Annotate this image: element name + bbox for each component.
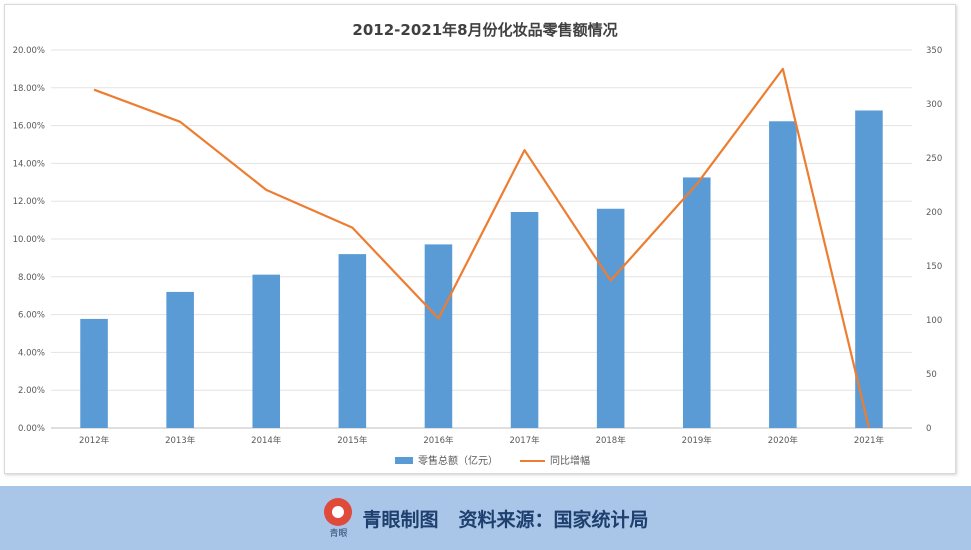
footer-banner: 青眼 青眼制图 资料来源：国家统计局 [0,486,971,550]
bar [769,121,797,428]
left-tick-label: 16.00% [13,122,45,132]
bar [682,177,711,428]
left-tick-label: 4.00% [18,348,45,358]
right-tick-label: 200 [926,208,942,218]
line-path [93,67,871,429]
left-tick-label: 0.00% [18,424,45,434]
x-axis: 2012年 2013年 2014年 2015年 2016年 2017年 2018年 2019年… [79,435,885,446]
x-tick-label: 2014年 [251,435,282,446]
left-tick-label: 6.00% [18,311,45,321]
x-tick-label: 2012年 [79,435,110,446]
bar [596,208,625,428]
x-tick-label: 2016年 [423,435,454,446]
x-tick-label: 2013年 [165,435,196,446]
x-tick-label: 2021年 [854,435,885,446]
left-tick-label: 12.00% [13,197,45,207]
right-tick-label: 300 [926,100,942,110]
footer-brand: 青眼制图 [362,508,439,531]
left-axis: 0.00% 2.00% 4.00% 6.00% 8.00% 10.00% 12.00% 14.… [13,46,45,434]
legend: 零售总额（亿元） 同比增幅 [395,454,590,467]
eye-logo-icon: 青眼 [322,496,354,540]
left-tick-label: 20.00% [13,46,45,56]
logo-text: 青眼 [329,529,348,539]
left-tick-label: 10.00% [13,235,45,245]
bar [166,291,194,428]
bar-series [80,110,883,428]
left-tick-label: 8.00% [18,273,45,283]
bar [424,244,453,428]
left-tick-label: 14.00% [13,159,45,169]
right-tick-label: 350 [926,46,942,56]
footer-source: 资料来源：国家统计局 [458,508,649,531]
right-tick-label: 0 [926,424,931,434]
legend-swatch-bar [395,457,413,464]
line-series [93,67,871,429]
x-tick-label: 2018年 [596,435,627,446]
bar [855,110,883,428]
bar [80,318,108,428]
chart-card: 2012-2021年8月份化妆品零售额情况 0.00% 2.00% 4.00% 6.0… [4,4,956,474]
right-axis: 0 50 100 150 200 250 300 350 [926,46,942,434]
right-tick-label: 250 [926,154,942,164]
x-tick-label: 2020年 [768,435,799,446]
left-tick-label: 2.00% [18,386,45,396]
left-tick-label: 18.00% [13,84,45,94]
legend-label-bar: 零售总额（亿元） [418,454,498,467]
right-tick-label: 100 [926,316,942,326]
legend-label-line: 同比增幅 [550,454,590,467]
right-tick-label: 150 [926,262,942,272]
x-tick-label: 2017年 [509,435,540,446]
bar [338,254,367,428]
x-tick-label: 2015年 [337,435,368,446]
right-tick-label: 50 [926,370,937,380]
bar [252,274,281,428]
x-tick-label: 2019年 [682,435,713,446]
bar [510,212,539,428]
chart-title: 2012-2021年8月份化妆品零售额情况 [352,21,617,39]
chart: 2012-2021年8月份化妆品零售额情况 0.00% 2.00% 4.00% 6.0… [13,21,943,467]
